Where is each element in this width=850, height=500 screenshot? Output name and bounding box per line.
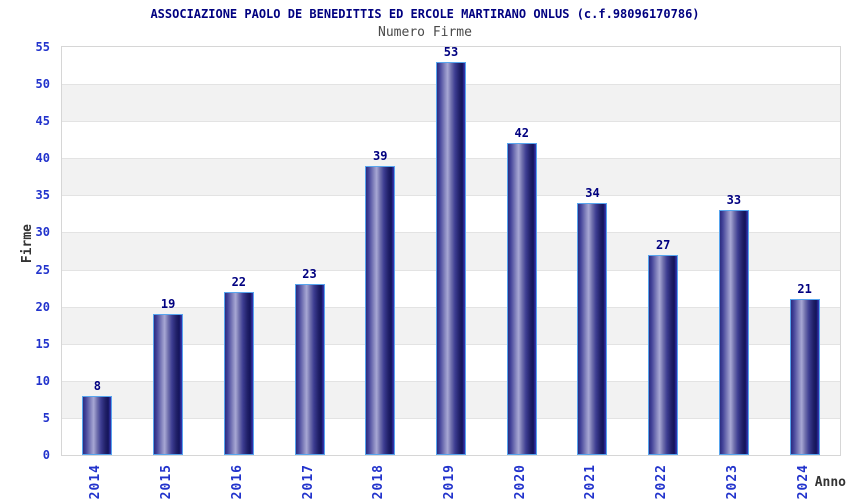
y-tick-label: 20: [35, 299, 50, 314]
x-tick-label: 2015: [159, 464, 175, 500]
bar-2015: [153, 314, 184, 455]
bar-2017: [294, 284, 325, 455]
x-tick-label: 2022: [654, 464, 670, 500]
bar-value-label: 8: [93, 378, 101, 393]
y-tick-label: 30: [35, 225, 50, 240]
bar-2020: [506, 143, 537, 455]
y-tick-label: 35: [35, 188, 50, 203]
bar-value-label: 34: [585, 185, 600, 200]
x-tick-label: 2014: [88, 464, 104, 500]
bar-value-label: 27: [655, 237, 671, 252]
bar-2018: [365, 165, 396, 455]
x-axis-label: Anno: [814, 475, 846, 490]
chart-title: ASSOCIAZIONE PAOLO DE BENEDITTIS ED ERCO…: [150, 7, 700, 21]
x-tick-label: 2016: [229, 464, 245, 500]
x-tick-label: 2017: [300, 464, 316, 500]
y-tick-label: 15: [35, 336, 50, 351]
x-tick-label: 2021: [583, 464, 599, 500]
bar-2022: [648, 254, 679, 455]
bar-2016: [223, 291, 254, 455]
bar-2024: [789, 299, 820, 455]
bar-value-label: 53: [443, 44, 459, 59]
bar-value-label: 21: [797, 282, 812, 297]
bar-2019: [436, 61, 466, 455]
x-tick-label: 2023: [724, 464, 740, 500]
bar-value-label: 42: [514, 126, 529, 141]
x-tick-label: 2018: [371, 464, 387, 500]
bar-2023: [718, 210, 749, 455]
y-tick-label: 55: [35, 40, 50, 54]
bar-value-label: 33: [726, 193, 742, 208]
x-tick-label: 2024: [795, 464, 811, 500]
y-tick-label: 50: [35, 77, 50, 92]
bar-value-label: 22: [231, 274, 247, 289]
y-tick-label: 25: [35, 262, 50, 277]
plot-area: [61, 46, 841, 456]
y-tick-label: 5: [42, 410, 50, 425]
bar-value-label: 23: [302, 267, 317, 282]
bar-2014: [82, 395, 113, 455]
y-tick-label: 10: [35, 373, 50, 388]
chart-subtitle: Numero Firme: [378, 25, 472, 40]
bar-2021: [577, 202, 608, 455]
bar-value-label: 39: [373, 148, 388, 163]
y-tick-label: 0: [42, 448, 50, 462]
x-tick-label: 2020: [512, 464, 528, 500]
bar-value-label: 19: [160, 297, 176, 312]
y-tick-label: 45: [35, 114, 50, 129]
y-tick-label: 40: [35, 151, 50, 166]
x-tick-label: 2019: [442, 464, 457, 500]
